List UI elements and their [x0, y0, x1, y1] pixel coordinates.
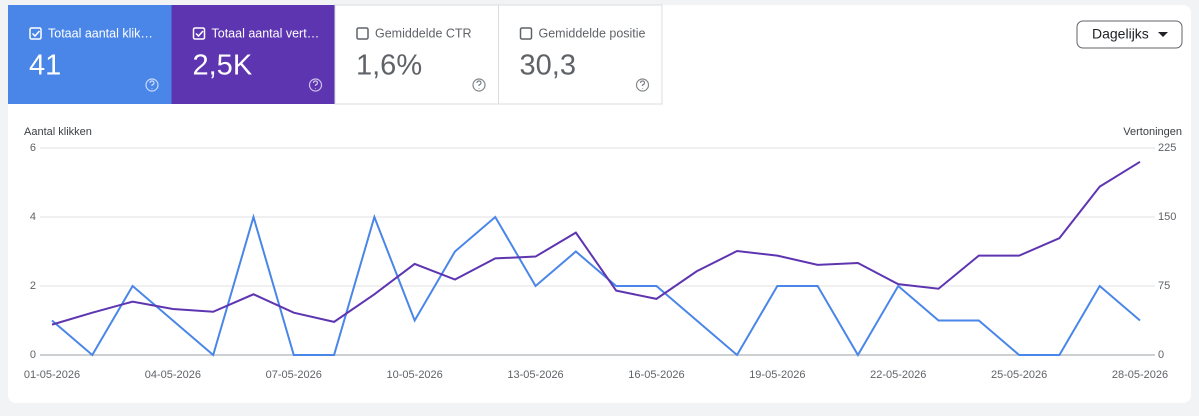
card-value: 1,6%	[356, 50, 422, 82]
x-tick-label: 19-05-2026	[749, 369, 805, 381]
checkmark	[195, 30, 204, 38]
card-label: Totaal aantal vert…	[212, 26, 320, 40]
y-tick-label: 2	[30, 280, 36, 292]
card-label: Gemiddelde CTR	[375, 26, 472, 40]
y-tick-label: 4	[30, 211, 36, 223]
help-glyph	[312, 80, 319, 89]
checkmark	[31, 30, 41, 38]
y2-tick-label: 0	[1158, 349, 1164, 361]
checkbox[interactable]	[519, 27, 533, 40]
x-tick-label: 07-05-2026	[266, 369, 322, 381]
series-line	[51, 160, 1141, 326]
y-tick-label: 0	[30, 349, 36, 361]
card-label: Gemiddelde positie	[539, 26, 646, 40]
metric-card[interactable]	[8, 5, 172, 104]
help-icon[interactable]	[145, 78, 159, 92]
checkbox[interactable]	[29, 27, 42, 40]
y-tick-label: 6	[30, 142, 36, 154]
x-tick-label: 22-05-2026	[870, 369, 926, 381]
checkbox[interactable]	[192, 27, 206, 40]
x-tick-label: 10-05-2026	[387, 369, 443, 381]
x-tick-label: 28-05-2026	[1112, 369, 1168, 381]
x-tick-label: 13-05-2026	[507, 369, 563, 381]
card-label: Totaal aantal klik…	[48, 26, 153, 40]
help-glyph	[639, 80, 646, 89]
x-tick-label: 04-05-2026	[145, 369, 201, 381]
card-value: 30,3	[520, 50, 576, 82]
panel	[8, 5, 1191, 403]
help-icon[interactable]	[635, 78, 650, 92]
metric-card[interactable]	[171, 5, 336, 104]
help-icon[interactable]	[472, 78, 486, 92]
y2-tick-label: 150	[1158, 211, 1176, 223]
x-tick-label: 01-05-2026	[24, 369, 80, 381]
x-tick-label: 25-05-2026	[991, 369, 1047, 381]
dropdown-arrow	[1158, 32, 1168, 37]
metric-card[interactable]	[334, 4, 499, 105]
help-glyph	[149, 80, 155, 89]
y2-tick-label: 225	[1158, 142, 1176, 154]
y2-axis-label: Vertoningen	[1123, 126, 1182, 138]
y2-tick-label: 75	[1158, 280, 1170, 292]
help-glyph	[476, 80, 482, 89]
help-icon[interactable]	[308, 78, 323, 92]
period-label[interactable]: Dagelijks	[1092, 26, 1149, 42]
checkbox[interactable]	[356, 27, 369, 40]
metric-card[interactable]	[498, 4, 663, 105]
x-tick-label: 16-05-2026	[628, 369, 684, 381]
period-dropdown[interactable]	[1076, 20, 1183, 49]
series-line	[51, 213, 1141, 357]
card-value: 2,5K	[193, 50, 253, 82]
y-axis-label: Aantal klikken	[24, 126, 92, 138]
card-value: 41	[29, 50, 61, 82]
